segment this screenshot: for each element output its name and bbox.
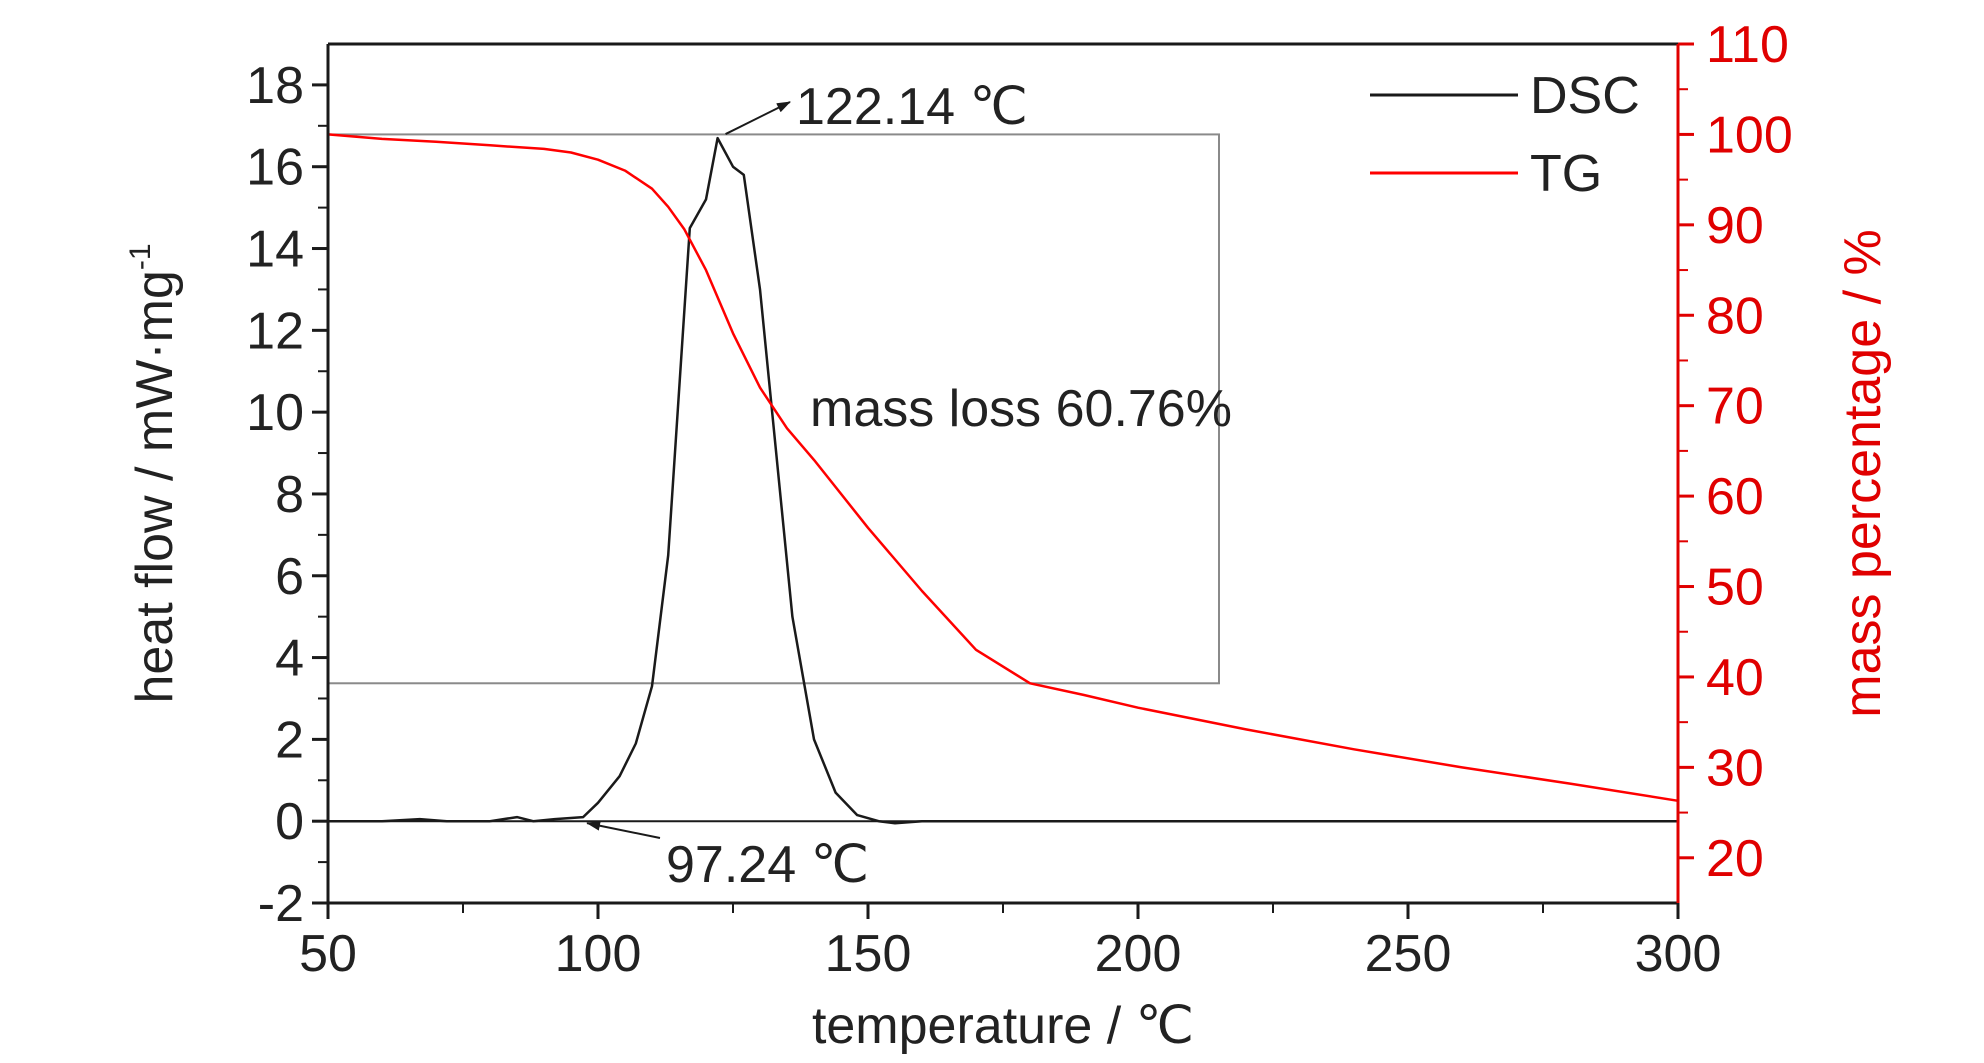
x-tick-label: 200 — [1095, 925, 1182, 983]
y-left-tick-label: -2 — [258, 875, 304, 933]
y-left-tick-label: 14 — [246, 221, 304, 279]
x-tick-label: 150 — [825, 925, 912, 983]
y-left-tick-label: 10 — [246, 384, 304, 442]
annotations: 122.14 ℃ 97.24 ℃ mass loss 60.76% — [586, 78, 1232, 894]
labels-layer: temperature / ℃ heat flow / mW·mg-1 mass… — [124, 229, 1892, 1055]
y-left-axis-title-superscript: -1 — [124, 243, 157, 270]
y-left-tick-label: 18 — [246, 57, 304, 115]
y-left-tick-label: 6 — [275, 548, 304, 606]
y-right-tick-label: 90 — [1706, 197, 1764, 255]
legend: DSC TG — [1370, 67, 1640, 203]
x-tick-label: 50 — [299, 925, 357, 983]
x-axis-title: temperature / ℃ — [812, 997, 1194, 1055]
y-right-tick-label: 40 — [1706, 649, 1764, 707]
onset-temperature-label: 97.24 ℃ — [666, 836, 869, 894]
y-left-axis-title: heat flow / mW·mg-1 — [124, 243, 184, 703]
y-left-tick-label: 12 — [246, 302, 304, 360]
peak-annotation-arrow — [725, 101, 791, 135]
plot-layer — [327, 133, 1679, 825]
y-right-tick-label: 80 — [1706, 287, 1764, 345]
onset-annotation-arrow — [586, 820, 661, 839]
y-right-tick-label: 100 — [1706, 106, 1793, 164]
mass-loss-label: mass loss 60.76% — [810, 380, 1232, 438]
x-tick-label: 250 — [1365, 925, 1452, 983]
y-right-tick-label: 20 — [1706, 830, 1764, 888]
x-tick-label: 100 — [555, 925, 642, 983]
y-right-tick-label: 110 — [1706, 16, 1789, 74]
series-line-dsc — [328, 136, 1678, 825]
y-left-tick-label: 0 — [275, 793, 304, 851]
legend-label-tg: TG — [1530, 145, 1602, 203]
y-right-tick-label: 70 — [1706, 378, 1764, 436]
y-left-axis-title-main: heat flow / mW·mg — [126, 270, 184, 703]
y-left-tick-label: 4 — [275, 630, 304, 688]
y-right-tick-label: 30 — [1706, 739, 1764, 797]
y-left-tick-label: 8 — [275, 466, 304, 524]
y-left-tick-label: 16 — [246, 139, 304, 197]
peak-temperature-label: 122.14 ℃ — [796, 78, 1028, 136]
y-left-tick-label: 2 — [275, 711, 304, 769]
x-tick-label: 300 — [1635, 925, 1722, 983]
series-line-tg — [327, 133, 1679, 803]
axes-layer: 50 100 150 200 250 300 -2 0 2 4 6 8 10 12 14 16 18 20 30 40… — [246, 16, 1793, 983]
legend-label-dsc: DSC — [1530, 67, 1640, 125]
y-right-axis-title: mass percentage / % — [1834, 229, 1892, 717]
y-right-tick-label: 50 — [1706, 559, 1764, 617]
y-right-tick-label: 60 — [1706, 468, 1764, 526]
